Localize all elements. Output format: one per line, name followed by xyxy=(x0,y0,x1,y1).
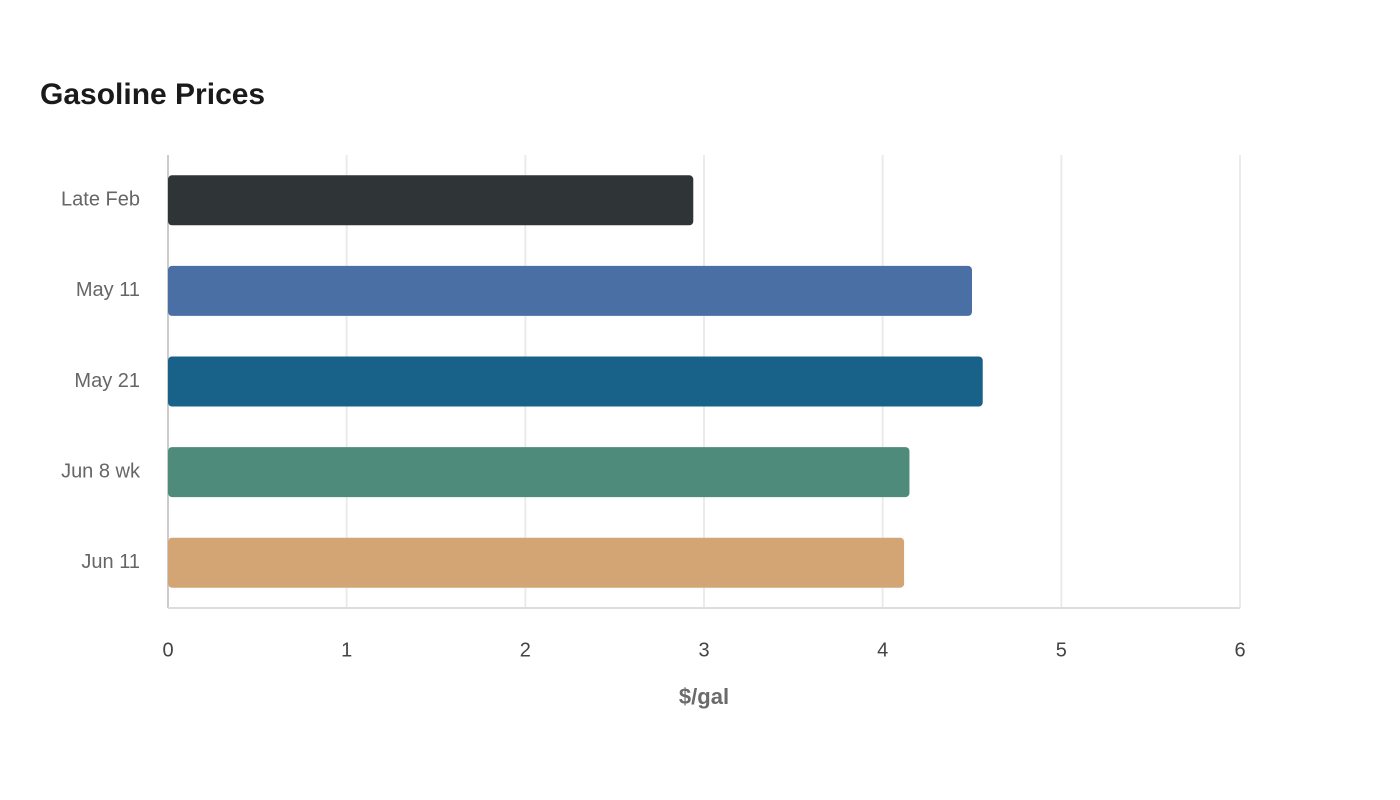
chart-title: Gasoline Prices xyxy=(40,78,265,111)
x-tick-label: 6 xyxy=(1234,639,1245,661)
y-tick-label: Jun 8 wk xyxy=(61,460,141,482)
x-tick-label: 3 xyxy=(698,639,709,661)
y-tick-label: May 21 xyxy=(74,370,140,392)
x-tick-label: 1 xyxy=(341,639,352,661)
y-tick-label: May 11 xyxy=(76,279,140,301)
bar xyxy=(168,537,905,588)
y-tick-label: Jun 11 xyxy=(81,551,140,573)
x-tick-label: 2 xyxy=(520,639,531,661)
x-axis-label: $/gal xyxy=(679,684,729,709)
y-tick-label: Late Feb xyxy=(61,189,140,211)
x-tick-label: 5 xyxy=(1056,639,1067,661)
x-tick-label: 0 xyxy=(162,639,173,661)
bar xyxy=(168,447,910,498)
bar xyxy=(168,175,694,226)
x-tick-label: 4 xyxy=(877,639,888,661)
bar xyxy=(168,356,983,407)
bar xyxy=(168,265,972,316)
